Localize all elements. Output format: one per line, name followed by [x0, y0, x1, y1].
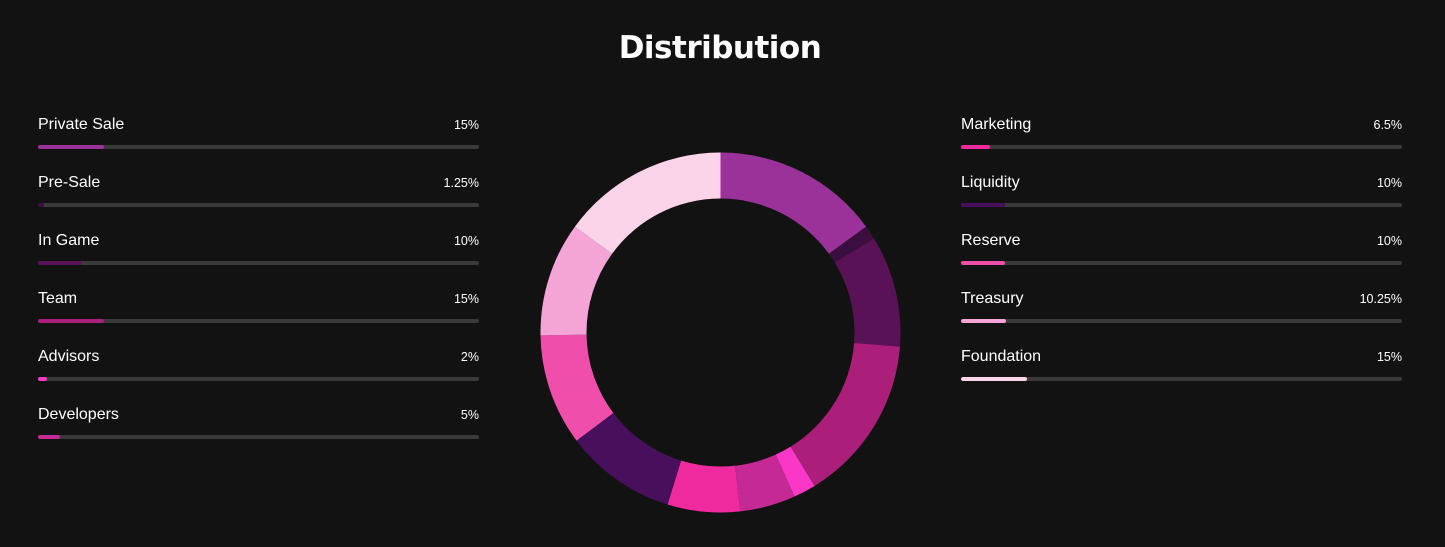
donut-slice-foundation[interactable]: [574, 152, 721, 254]
progress-track: [38, 203, 479, 207]
progress-track: [961, 319, 1402, 323]
item-percentage: 15%: [1376, 350, 1402, 364]
progress-fill: [961, 319, 1007, 323]
distribution-item-developers: Developers 5%: [38, 404, 479, 462]
progress-track: [961, 261, 1402, 265]
donut-slice-private-sale[interactable]: [720, 152, 867, 254]
progress-fill: [38, 377, 47, 381]
progress-track: [38, 145, 479, 149]
distribution-item-team: Team 15%: [38, 288, 479, 346]
donut-slice-team[interactable]: [790, 343, 900, 486]
progress-fill: [961, 377, 1028, 381]
progress-fill: [38, 435, 61, 439]
progress-track: [38, 261, 479, 265]
item-label: Developers: [38, 406, 119, 423]
distribution-item-liquidity: Liquidity 10%: [961, 172, 1402, 230]
distribution-item-advisors: Advisors 2%: [38, 346, 479, 404]
donut-slice-reserve[interactable]: [540, 334, 614, 441]
progress-fill: [38, 319, 105, 323]
item-label: Treasury: [961, 290, 1024, 307]
item-label: Marketing: [961, 116, 1032, 133]
page-title: Distribution: [618, 30, 822, 66]
distribution-item-reserve: Reserve 10%: [961, 230, 1402, 288]
item-label: Pre-Sale: [38, 174, 101, 191]
progress-fill: [961, 261, 1006, 265]
item-label: In Game: [38, 232, 100, 249]
progress-fill: [38, 261, 83, 265]
item-label: Reserve: [961, 232, 1021, 249]
donut-slice-pre-sale[interactable]: [828, 226, 874, 263]
donut-slice-advisors[interactable]: [775, 446, 815, 497]
item-percentage: 15%: [453, 118, 479, 132]
item-percentage: 5%: [460, 408, 479, 422]
item-label: Advisors: [38, 348, 100, 365]
donut-slice-in-game[interactable]: [834, 238, 901, 347]
donut-slice-developers[interactable]: [735, 454, 795, 512]
item-label: Foundation: [961, 348, 1042, 365]
distribution-item-marketing: Marketing 6.5%: [961, 114, 1402, 172]
item-percentage: 10.25%: [1359, 292, 1402, 306]
progress-fill: [961, 145, 990, 149]
distribution-list-right: Marketing 6.5% Liquidity 10% Reserve 10% Treas…: [961, 114, 1402, 404]
progress-track: [961, 145, 1402, 149]
distribution-item-pre-sale: Pre-Sale 1.25%: [38, 172, 479, 230]
progress-track: [38, 319, 479, 323]
progress-track: [961, 203, 1402, 207]
item-label: Team: [38, 290, 78, 307]
item-percentage: 10%: [1376, 176, 1402, 190]
progress-track: [38, 435, 479, 439]
item-percentage: 1.25%: [443, 176, 479, 190]
item-label: Liquidity: [961, 174, 1020, 191]
donut-slice-liquidity[interactable]: [576, 412, 682, 505]
distribution-item-private-sale: Private Sale 15%: [38, 114, 479, 172]
progress-track: [38, 377, 479, 381]
item-percentage: 10%: [453, 234, 479, 248]
item-percentage: 10%: [1376, 234, 1402, 248]
item-label: Private Sale: [38, 116, 125, 133]
progress-fill: [38, 203, 44, 207]
progress-track: [961, 377, 1402, 381]
progress-fill: [38, 145, 105, 149]
item-percentage: 6.5%: [1373, 118, 1403, 132]
distribution-item-in-game: In Game 10%: [38, 230, 479, 288]
distribution-item-treasury: Treasury 10.25%: [961, 288, 1402, 346]
item-percentage: 2%: [460, 350, 479, 364]
distribution-item-foundation: Foundation 15%: [961, 346, 1402, 404]
distribution-donut-chart: [540, 152, 901, 513]
progress-fill: [961, 203, 1006, 207]
item-percentage: 15%: [453, 292, 479, 306]
donut-slice-marketing[interactable]: [667, 460, 741, 513]
donut-slice-treasury[interactable]: [540, 226, 613, 336]
distribution-list-left: Private Sale 15% Pre-Sale 1.25% In Game 10% Te…: [38, 114, 479, 462]
